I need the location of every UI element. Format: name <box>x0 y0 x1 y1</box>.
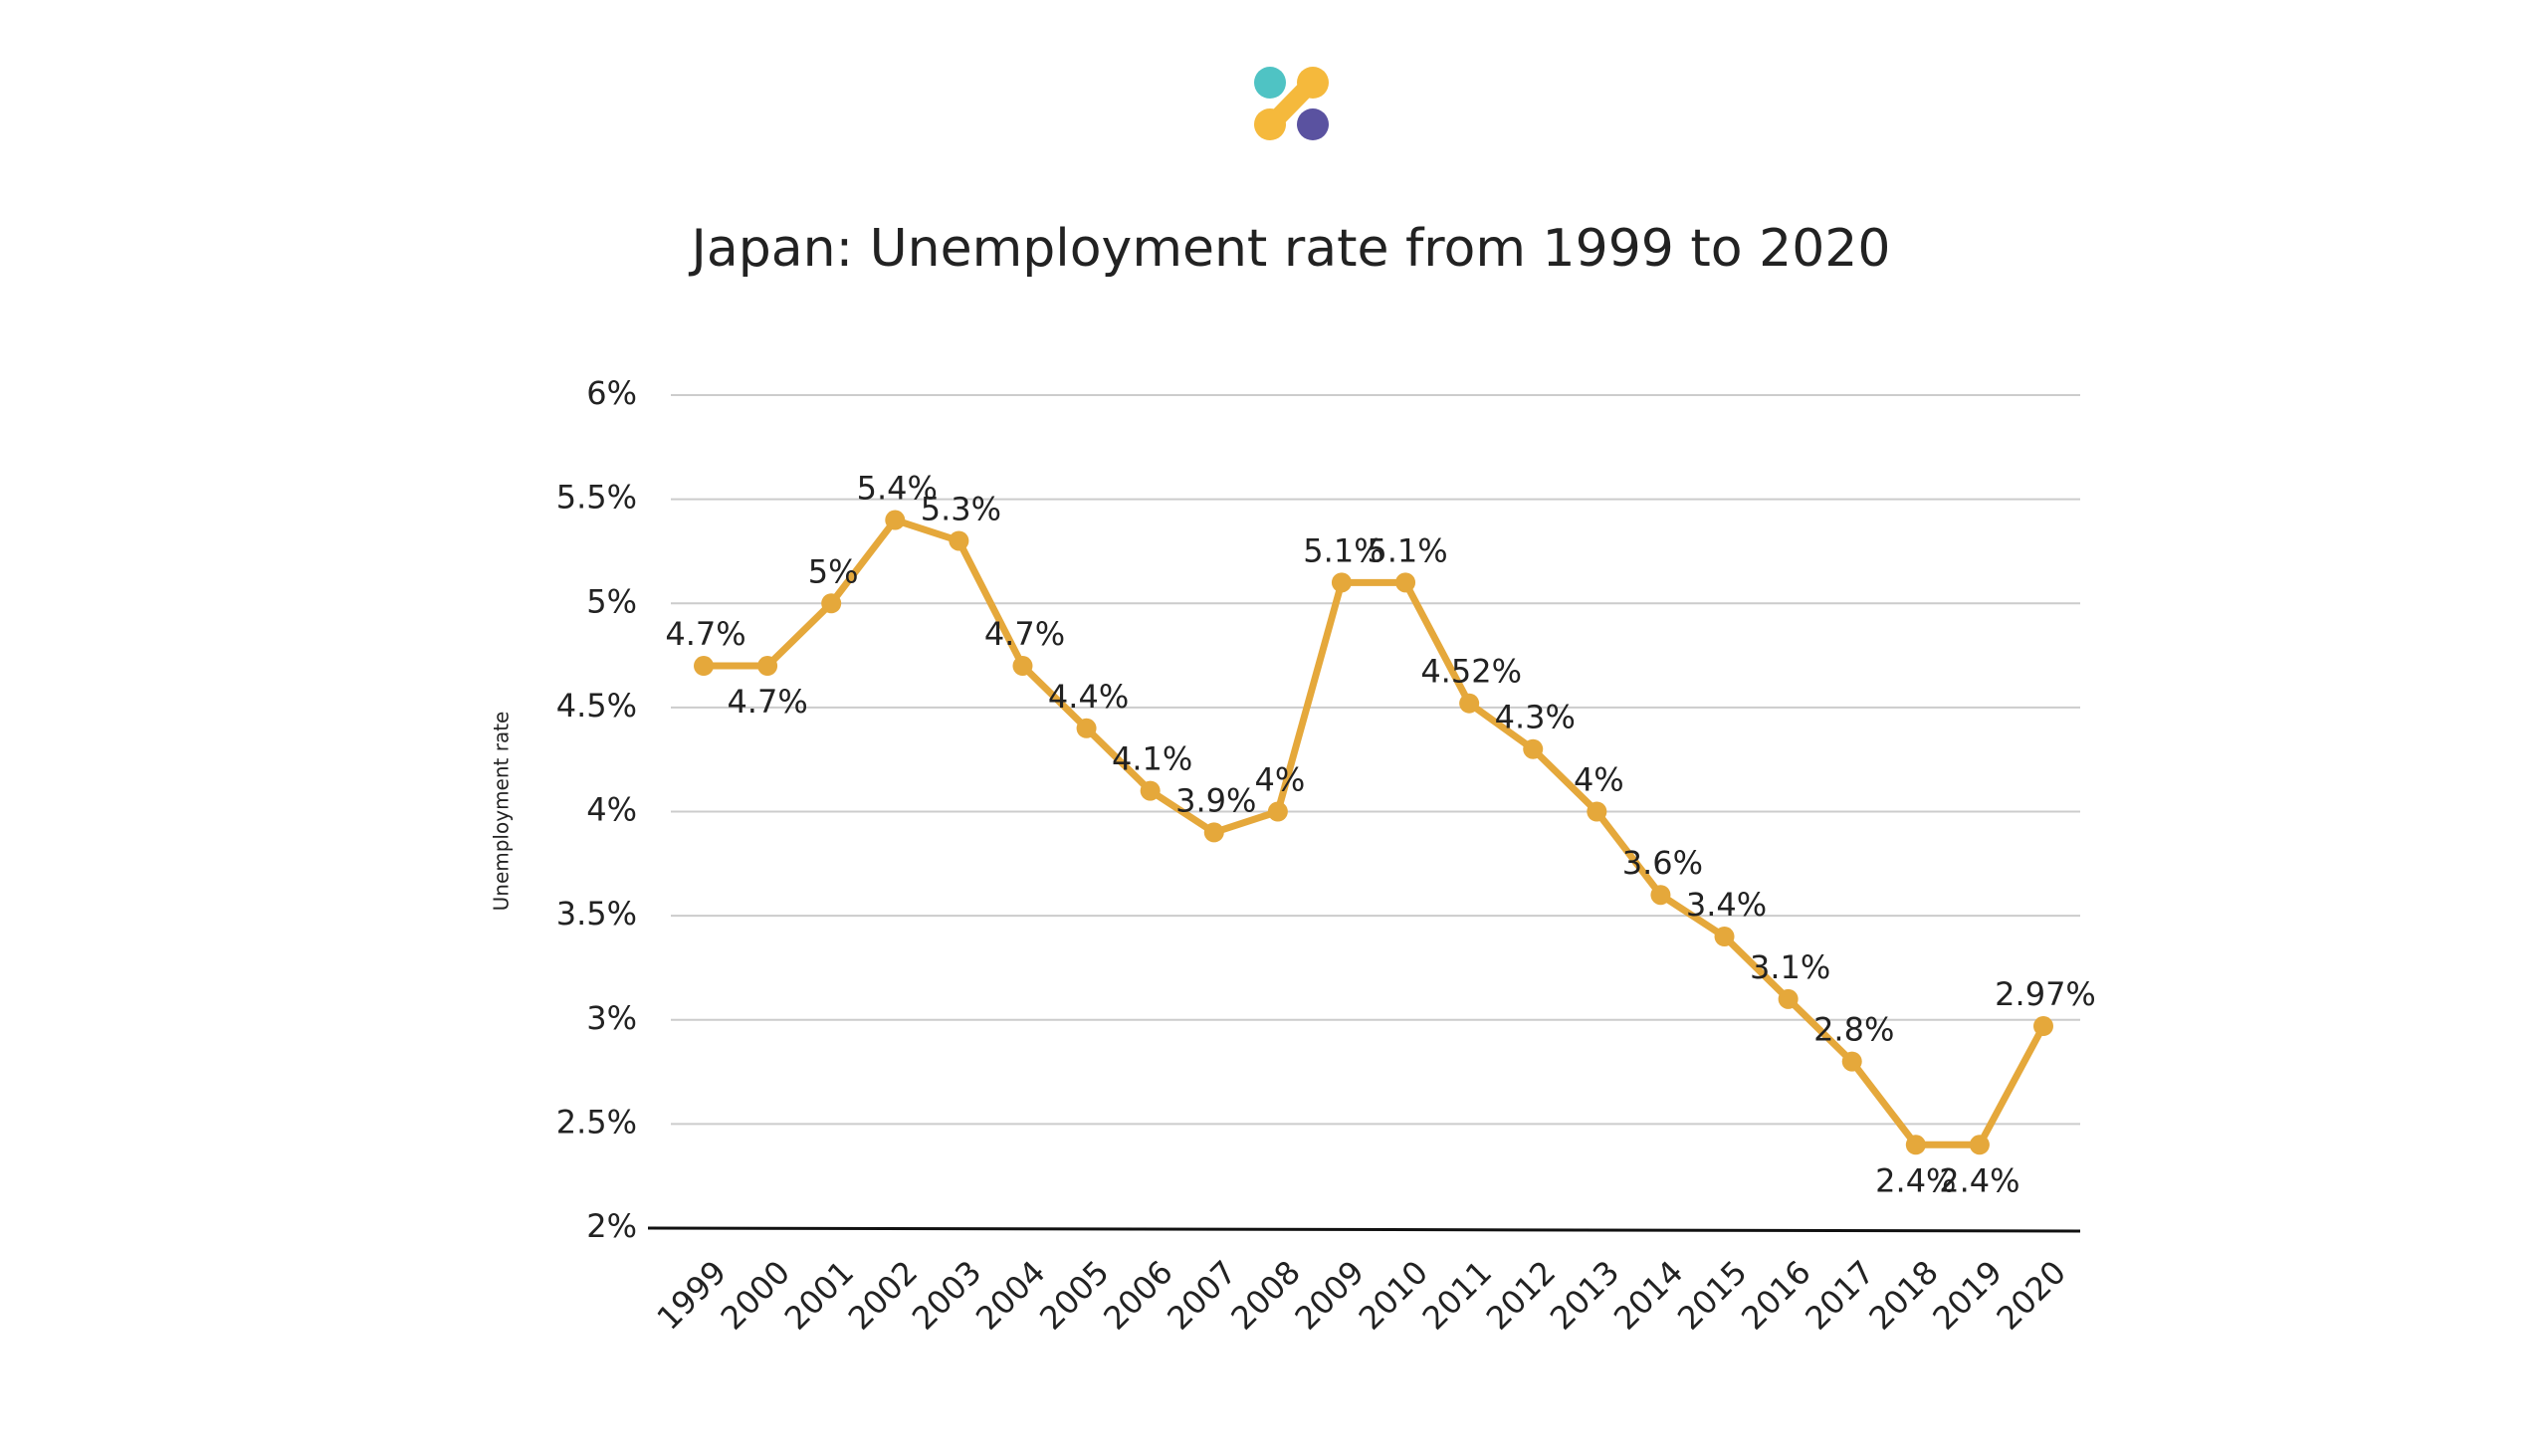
value-label: 3.4% <box>1686 886 1767 924</box>
y-tick-label: 4.5% <box>556 687 637 725</box>
value-label: 5.4% <box>857 470 938 508</box>
logo <box>1254 67 1329 140</box>
value-label: 3.6% <box>1622 844 1703 882</box>
value-label: 4.4% <box>1048 678 1129 716</box>
value-label: 4.1% <box>1112 740 1192 778</box>
x-tick-label: 2015 <box>1670 1253 1754 1337</box>
value-label: 4% <box>1574 761 1624 799</box>
value-label: 3.9% <box>1175 781 1256 819</box>
point <box>1331 572 1352 593</box>
chart-title: Japan: Unemployment rate from 1999 to 20… <box>689 219 1891 279</box>
x-tick-label: 2013 <box>1543 1253 1626 1337</box>
point <box>949 530 969 551</box>
point <box>1395 572 1416 593</box>
value-label: 4.3% <box>1495 699 1576 736</box>
point <box>1203 822 1224 843</box>
point <box>694 656 714 677</box>
x-tick-label: 2009 <box>1288 1253 1372 1337</box>
point <box>1523 738 1544 759</box>
x-tick-label: 2016 <box>1734 1253 1817 1337</box>
value-label: 5.3% <box>921 490 1001 527</box>
y-tick-label: 2% <box>586 1207 637 1245</box>
x-tick-label: 2020 <box>1990 1253 2073 1337</box>
value-label: 5% <box>808 552 859 590</box>
point <box>885 510 906 530</box>
point <box>1905 1135 1926 1155</box>
point <box>1267 801 1288 822</box>
x-tick-label: 2019 <box>1925 1253 2009 1337</box>
point <box>1969 1135 1990 1155</box>
value-label: 5.1% <box>1367 531 1447 569</box>
x-tick-label: 2004 <box>968 1253 1052 1337</box>
value-label: 4% <box>1254 761 1305 799</box>
y-axis-title: Unemployment rate <box>490 712 514 912</box>
value-label: 5.1% <box>1303 531 1383 569</box>
point <box>2033 1016 2053 1037</box>
x-tick-label: 2003 <box>905 1253 988 1337</box>
x-tick-label: 2012 <box>1479 1253 1563 1337</box>
value-label: 2.97% <box>1995 975 2096 1013</box>
point <box>1076 718 1097 738</box>
y-tick-label: 3% <box>586 999 637 1037</box>
value-label: 4.52% <box>1420 653 1522 691</box>
value-label: 4.7% <box>665 615 745 653</box>
value-label: 2.4% <box>1875 1161 1956 1199</box>
value-label: 2.8% <box>1813 1011 1894 1049</box>
y-tick-label: 6% <box>586 374 637 412</box>
point <box>1714 927 1735 947</box>
x-tick-label: 2002 <box>841 1253 925 1337</box>
point <box>1650 885 1671 906</box>
value-label: 3.1% <box>1750 948 1830 986</box>
y-tick-label: 2.5% <box>556 1103 637 1141</box>
x-tick-label: 2011 <box>1415 1253 1499 1337</box>
value-label: 4.7% <box>727 683 807 721</box>
point <box>1587 801 1607 822</box>
point <box>757 656 778 677</box>
x-tick-label: 2001 <box>777 1253 861 1337</box>
point <box>1841 1051 1862 1072</box>
y-tick-label: 5.5% <box>556 479 637 517</box>
point <box>1459 693 1480 714</box>
line <box>704 517 2047 1148</box>
point <box>1778 988 1799 1009</box>
y-tick-label: 4% <box>586 791 637 829</box>
x-tick-label: 1999 <box>650 1253 734 1337</box>
x-tick-label: 2008 <box>1223 1253 1307 1337</box>
x-tick-label: 2007 <box>1160 1253 1243 1337</box>
point <box>821 593 842 614</box>
point <box>1012 656 1033 677</box>
x-tick-label: 2005 <box>1032 1253 1116 1337</box>
y-tick-label: 3.5% <box>556 895 637 933</box>
x-tick-label: 2006 <box>1096 1253 1179 1337</box>
x-tick-label: 2010 <box>1352 1253 1435 1337</box>
value-label: 2.4% <box>1939 1161 2019 1199</box>
x-tick-label: 2018 <box>1861 1253 1945 1337</box>
x-tick-label: 2014 <box>1606 1253 1690 1337</box>
value-label: 4.7% <box>984 615 1065 653</box>
y-tick-label: 5% <box>586 582 637 620</box>
point <box>1140 780 1161 801</box>
x-tick-label: 2000 <box>714 1253 797 1337</box>
x-tick-label: 2017 <box>1798 1253 1881 1337</box>
x-axis <box>647 1226 2081 1233</box>
